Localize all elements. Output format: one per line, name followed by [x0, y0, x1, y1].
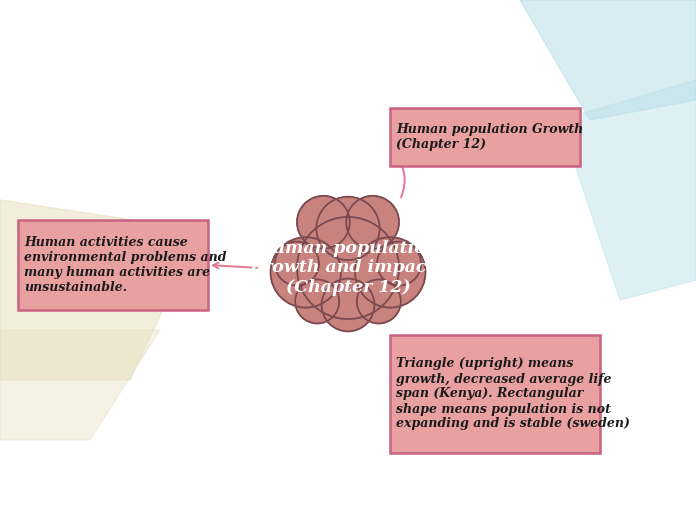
- Circle shape: [316, 197, 380, 260]
- Text: Human population Growth
(Chapter 12): Human population Growth (Chapter 12): [396, 123, 583, 151]
- Polygon shape: [560, 80, 696, 300]
- Polygon shape: [520, 0, 696, 120]
- Circle shape: [377, 242, 421, 285]
- Circle shape: [322, 279, 374, 331]
- FancyBboxPatch shape: [390, 335, 600, 453]
- FancyArrowPatch shape: [393, 153, 404, 198]
- Text: Triangle (upright) means
growth, decreased average life
span (Kenya). Rectangula: Triangle (upright) means growth, decreas…: [396, 358, 630, 431]
- Polygon shape: [0, 200, 200, 380]
- FancyArrowPatch shape: [394, 343, 403, 376]
- Circle shape: [297, 217, 399, 319]
- Text: Human population
growth and impacts
(Chapter 12): Human population growth and impacts (Cha…: [251, 240, 445, 296]
- Circle shape: [295, 279, 339, 323]
- Circle shape: [355, 237, 425, 308]
- Circle shape: [357, 279, 401, 323]
- Polygon shape: [0, 330, 160, 440]
- FancyBboxPatch shape: [18, 220, 208, 310]
- Circle shape: [271, 237, 341, 308]
- Circle shape: [297, 196, 350, 249]
- Circle shape: [275, 242, 319, 285]
- Circle shape: [346, 196, 399, 249]
- Text: Human activities cause
environmental problems and
many human activities are
unsu: Human activities cause environmental pro…: [24, 236, 226, 294]
- FancyArrowPatch shape: [213, 263, 258, 268]
- FancyBboxPatch shape: [390, 108, 580, 166]
